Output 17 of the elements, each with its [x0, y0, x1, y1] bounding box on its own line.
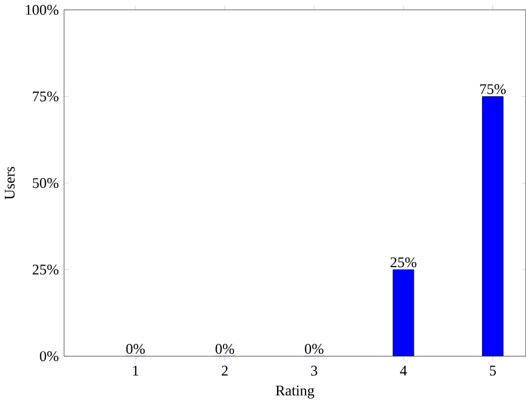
y-axis-title: Users	[4, 166, 15, 200]
y-tick-label: 75%	[32, 91, 58, 102]
data-label: 0%	[304, 344, 324, 354]
x-tick-label: 5	[490, 366, 496, 376]
data-label: 75%	[480, 84, 506, 94]
y-tick-label: 100%	[26, 4, 58, 15]
x-tick-label: 2	[222, 366, 228, 376]
data-label: 25%	[390, 257, 416, 268]
y-tick-label: 50%	[32, 178, 58, 188]
data-label: 0%	[126, 344, 145, 354]
x-tick-label: 3	[311, 366, 318, 376]
y-tick-label: 0%	[40, 350, 58, 361]
y-tick-label: 25%	[32, 264, 58, 274]
x-axis-title: Rating	[276, 385, 314, 398]
data-label: 0%	[216, 344, 234, 354]
x-tick-label: 1	[133, 366, 138, 376]
x-tick-label: 4	[400, 366, 407, 376]
